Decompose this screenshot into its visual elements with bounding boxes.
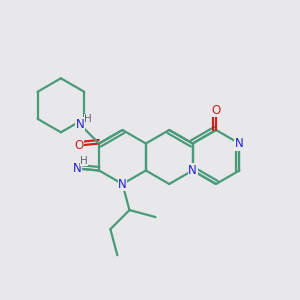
Text: O: O bbox=[212, 103, 220, 116]
Text: O: O bbox=[74, 139, 84, 152]
Text: N: N bbox=[118, 178, 127, 190]
Text: H: H bbox=[84, 114, 92, 124]
Text: N: N bbox=[188, 164, 197, 177]
Text: H: H bbox=[80, 155, 88, 166]
Text: N: N bbox=[76, 118, 84, 131]
Text: N: N bbox=[235, 137, 244, 150]
Text: N: N bbox=[73, 162, 82, 175]
